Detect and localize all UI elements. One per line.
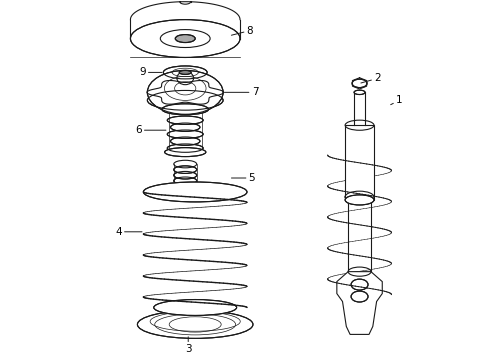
Ellipse shape xyxy=(173,188,196,196)
Text: 2: 2 xyxy=(360,73,380,84)
Ellipse shape xyxy=(167,144,203,152)
Text: 3: 3 xyxy=(184,337,191,354)
Ellipse shape xyxy=(130,20,240,58)
Ellipse shape xyxy=(345,195,373,205)
Text: 7: 7 xyxy=(224,87,258,97)
Ellipse shape xyxy=(179,71,191,75)
Ellipse shape xyxy=(351,79,366,87)
Bar xyxy=(345,125,373,200)
Ellipse shape xyxy=(173,166,196,174)
Ellipse shape xyxy=(170,137,200,145)
Ellipse shape xyxy=(353,90,364,95)
Ellipse shape xyxy=(170,123,200,131)
Ellipse shape xyxy=(147,71,223,114)
Ellipse shape xyxy=(350,291,367,302)
Text: 5: 5 xyxy=(231,173,255,183)
Ellipse shape xyxy=(350,279,367,290)
Ellipse shape xyxy=(173,177,196,185)
Ellipse shape xyxy=(173,183,196,190)
Ellipse shape xyxy=(147,90,223,110)
Ellipse shape xyxy=(162,104,208,115)
Ellipse shape xyxy=(153,300,236,315)
Ellipse shape xyxy=(345,191,373,203)
Ellipse shape xyxy=(137,310,252,338)
Text: 1: 1 xyxy=(390,95,402,105)
Ellipse shape xyxy=(167,130,203,138)
Ellipse shape xyxy=(164,148,205,157)
Ellipse shape xyxy=(163,66,207,79)
Text: 4: 4 xyxy=(115,227,142,237)
Text: 9: 9 xyxy=(139,67,162,77)
Text: 6: 6 xyxy=(135,125,165,135)
Ellipse shape xyxy=(143,182,246,202)
Text: 8: 8 xyxy=(231,26,253,36)
Ellipse shape xyxy=(173,171,196,179)
Polygon shape xyxy=(336,272,382,334)
Ellipse shape xyxy=(175,35,195,42)
Ellipse shape xyxy=(167,116,203,125)
